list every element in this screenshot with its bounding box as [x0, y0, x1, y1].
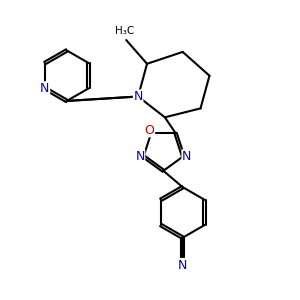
- Text: O: O: [145, 124, 154, 137]
- Text: N: N: [178, 259, 188, 272]
- Text: N: N: [135, 150, 145, 163]
- Text: N: N: [134, 90, 143, 103]
- Text: N: N: [182, 150, 191, 163]
- Text: H₃C: H₃C: [115, 26, 134, 36]
- Text: N: N: [40, 82, 50, 95]
